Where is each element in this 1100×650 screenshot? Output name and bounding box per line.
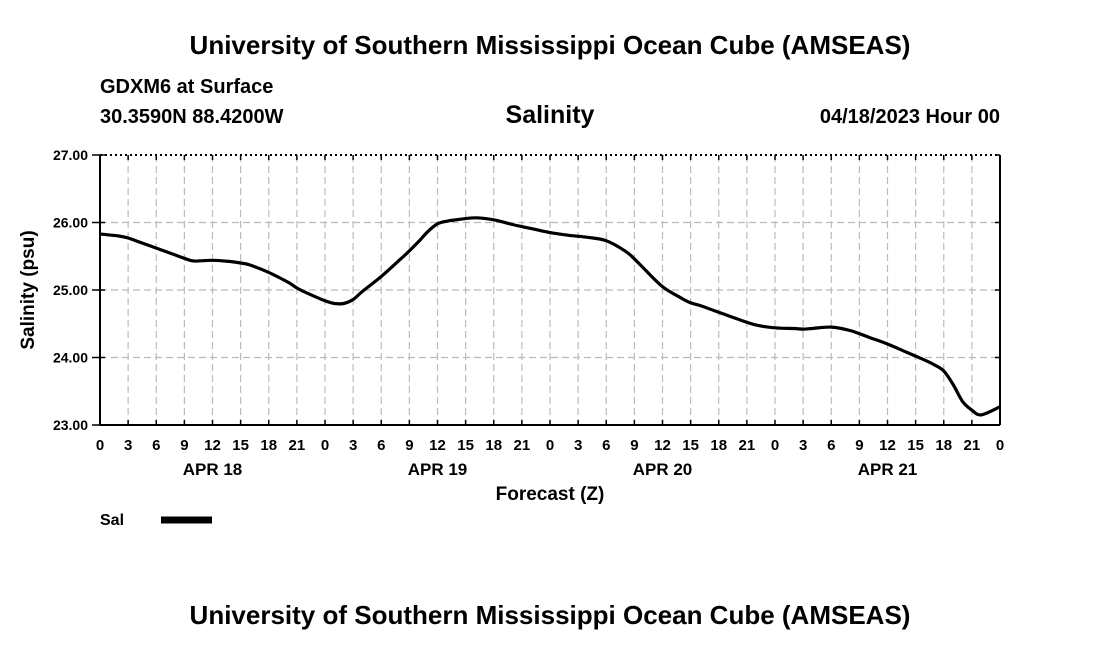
- station-label: GDXM6 at Surface: [100, 76, 274, 98]
- y-tick-label: 24.00: [53, 350, 88, 366]
- y-axis-label: Salinity (psu): [18, 230, 39, 349]
- x-tick-label: 18: [710, 437, 727, 454]
- x-tick-label: 6: [602, 437, 610, 454]
- y-tick-label: 26.00: [53, 215, 88, 231]
- y-tick-label: 25.00: [53, 282, 88, 298]
- series-line-sal: [99, 216, 1001, 417]
- x-tick-label: 0: [996, 437, 1004, 454]
- axes: 0 3 6 9 12 15 18 21 0 3 6 9 12 15 18 21 0 3 6 9 12 15 18 21 0 3 6 9…: [53, 147, 1004, 479]
- x-tick-label: 3: [349, 437, 357, 454]
- x-tick-label: 0: [546, 437, 554, 454]
- x-tick-label: 0: [321, 437, 329, 454]
- x-axis-label: Forecast (Z): [496, 484, 605, 505]
- x-tick-label: 12: [429, 437, 446, 454]
- x-tick-label: 9: [630, 437, 638, 454]
- date-label: APR 21: [858, 460, 918, 479]
- datetime-label: 04/18/2023 Hour 00: [819, 106, 1000, 128]
- y-tick-label: 23.00: [53, 417, 88, 433]
- date-label: APR 20: [633, 460, 693, 479]
- y-tick-label: 27.00: [53, 147, 88, 163]
- legend: Sal: [100, 512, 212, 529]
- x-tick-label: 0: [96, 437, 104, 454]
- x-tick-label: 3: [799, 437, 807, 454]
- series: [99, 216, 1001, 417]
- x-tick-label: 18: [935, 437, 952, 454]
- x-tick-label: 12: [204, 437, 221, 454]
- x-tick-label: 15: [232, 437, 249, 454]
- x-tick-label: 21: [964, 437, 981, 454]
- x-tick-label: 9: [180, 437, 188, 454]
- legend-label: Sal: [100, 512, 124, 529]
- date-label: APR 18: [183, 460, 243, 479]
- x-tick-label: 12: [879, 437, 896, 454]
- chart-title: University of Southern Mississippi Ocean…: [189, 30, 911, 60]
- grid: [100, 155, 1000, 425]
- x-tick-label: 21: [739, 437, 756, 454]
- x-tick-label: 6: [377, 437, 385, 454]
- x-tick-label: 21: [289, 437, 306, 454]
- x-tick-label: 18: [260, 437, 277, 454]
- x-tick-label: 15: [907, 437, 924, 454]
- x-tick-label: 12: [654, 437, 671, 454]
- x-tick-label: 9: [855, 437, 863, 454]
- x-tick-label: 6: [827, 437, 835, 454]
- x-tick-label: 6: [152, 437, 160, 454]
- x-tick-label: 0: [771, 437, 779, 454]
- variable-title: Salinity: [505, 101, 595, 129]
- coordinates-label: 30.3590N 88.4200W: [100, 106, 284, 128]
- x-tick-label: 9: [405, 437, 413, 454]
- x-tick-label: 15: [682, 437, 699, 454]
- footer-title: University of Southern Mississippi Ocean…: [189, 600, 911, 630]
- x-tick-label: 3: [574, 437, 582, 454]
- date-label: APR 19: [408, 460, 468, 479]
- x-tick-label: 15: [457, 437, 474, 454]
- x-tick-label: 21: [514, 437, 531, 454]
- x-tick-label: 18: [485, 437, 502, 454]
- x-tick-label: 3: [124, 437, 132, 454]
